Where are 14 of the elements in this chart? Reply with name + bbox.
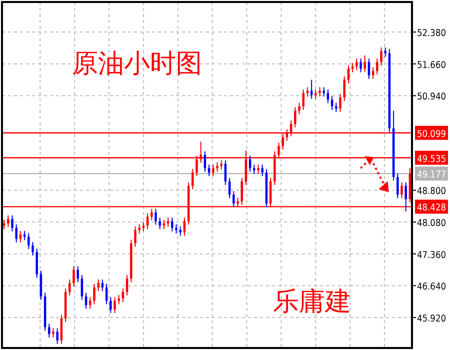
ref-line-label: 49.177 [417, 170, 450, 181]
y-tick-label: 52.380 [417, 28, 450, 40]
ref-line-label: 48.428 [417, 202, 450, 214]
text: 原油小时图 [72, 49, 202, 79]
y-tick-label: 45.920 [417, 314, 450, 325]
y-tick-label: 48.800 [417, 186, 450, 198]
ref-line-label: 50.099 [417, 128, 450, 140]
annotation: 乐庸建 [273, 287, 351, 317]
y-tick-label: 46.640 [417, 282, 450, 293]
ref-line-label: 49.535 [417, 154, 450, 165]
y-tick-label: 48.080 [417, 218, 450, 230]
y-tick-label: 51.660 [417, 60, 450, 71]
y-tick-label: 50.940 [417, 92, 450, 103]
y-tick-label: 47.360 [417, 250, 450, 261]
